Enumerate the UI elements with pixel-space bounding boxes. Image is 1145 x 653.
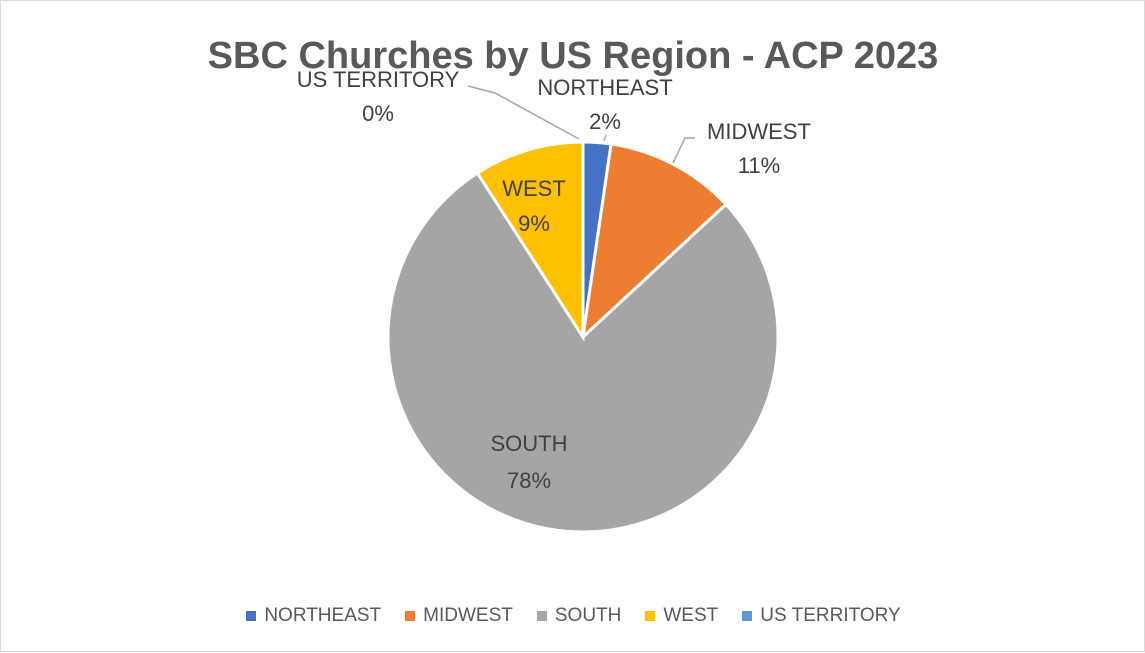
legend-item-us-territory: US TERRITORY (742, 605, 901, 627)
legend-swatch-south (536, 611, 547, 621)
legend-label-south: SOUTH (554, 605, 622, 626)
legend-swatch-midwest (405, 611, 416, 621)
legend-item-south: SOUTH (536, 605, 622, 627)
data-label-category-us-territory: US TERRITORY (297, 67, 460, 92)
chart-legend: NORTHEAST MIDWEST SOUTH WEST US TERRITORY (1, 605, 1145, 627)
legend-item-midwest: MIDWEST (405, 605, 513, 627)
legend-swatch-west (645, 611, 656, 621)
data-label-category-south: SOUTH (491, 431, 568, 456)
data-label-value-midwest: 11% (738, 153, 780, 178)
leader-line-northeast (603, 134, 607, 142)
legend-label-northeast: NORTHEAST (264, 605, 382, 626)
legend-item-northeast: NORTHEAST (246, 605, 381, 627)
data-label-value-south: 78% (507, 468, 551, 493)
leader-line-us-territory (467, 85, 580, 140)
legend-swatch-northeast (246, 611, 257, 621)
data-label-category-west: WEST (502, 176, 566, 201)
legend-label-west: WEST (663, 605, 719, 626)
legend-label-midwest: MIDWEST (423, 605, 513, 626)
data-label-value-northeast: 2% (589, 109, 621, 134)
legend-item-west: WEST (645, 605, 718, 627)
pie-slice-west (475, 140, 585, 343)
data-label-category-midwest: MIDWEST (707, 119, 811, 144)
legend-swatch-us-territory (742, 611, 753, 621)
data-label-category-northeast: NORTHEAST (537, 75, 672, 100)
data-label-value-west: 9% (518, 211, 550, 236)
data-label-value-us-territory: 0% (362, 101, 394, 126)
pie-slice-midwest (580, 142, 729, 341)
leader-line-midwest (672, 137, 695, 164)
legend-label-us-territory: US TERRITORY (760, 605, 901, 626)
pie-slice-south (386, 170, 780, 534)
chart-title: SBC Churches by US Region - ACP 2023 (208, 35, 939, 77)
